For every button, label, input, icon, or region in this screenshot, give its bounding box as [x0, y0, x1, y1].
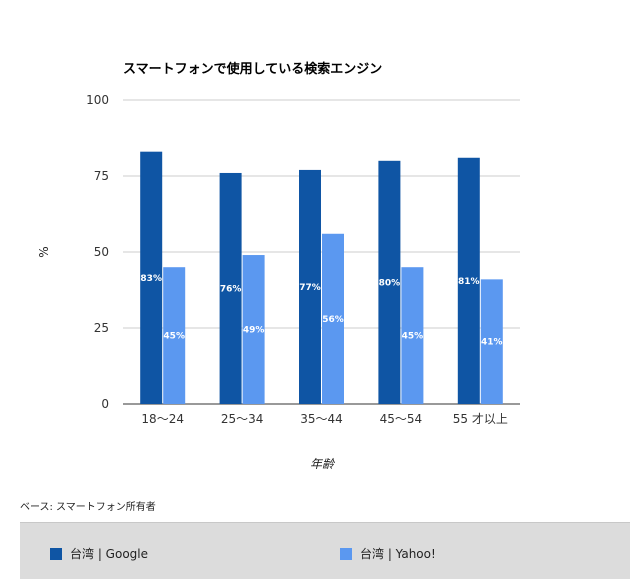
base-note: ベース: スマートフォン所有者	[20, 502, 156, 513]
bar	[378, 160, 401, 404]
bar	[163, 267, 186, 404]
bar-data-label: 81%	[458, 277, 480, 287]
bar	[219, 172, 242, 404]
x-tick-label: 35〜44	[300, 412, 343, 426]
bar	[242, 255, 265, 404]
y-tick-label: 75	[94, 169, 109, 183]
y-tick-label: 100	[86, 93, 109, 107]
x-axis-label: 年齢	[310, 457, 336, 471]
bars: 83% 45% 76% 49% 77% 56% 80% 45% 81% 41%	[140, 151, 503, 404]
bar-data-label: 41%	[481, 338, 503, 348]
x-tick-label: 25〜34	[221, 412, 264, 426]
legend-swatch-yahoo	[340, 547, 352, 560]
legend-label-yahoo: 台湾 | Yahoo!	[360, 547, 436, 561]
y-tick-label: 25	[94, 321, 109, 335]
legend: 台湾 | Google 台湾 | Yahoo!	[20, 522, 630, 579]
bar	[322, 233, 344, 404]
legend-label-google: 台湾 | Google	[70, 547, 148, 561]
bar-data-label: 45%	[402, 332, 424, 342]
bar-data-label: 83%	[140, 274, 162, 284]
bar-data-label: 45%	[163, 332, 185, 342]
chart-title: スマートフォンで使用している検索エンジン	[123, 61, 382, 77]
bar	[457, 157, 480, 404]
bar	[140, 151, 163, 404]
y-tick-label: 50	[94, 245, 109, 259]
bar-data-label: 76%	[220, 284, 242, 294]
bar	[299, 169, 321, 404]
chart: スマートフォンで使用している検索エンジン 0 25 50 75 100 83% 45% 76…	[37, 61, 520, 471]
legend-swatch-google	[50, 547, 62, 560]
legend-item-yahoo[interactable]: 台湾 | Yahoo!	[340, 545, 436, 562]
x-tick-label: 45〜54	[380, 412, 423, 426]
x-axis-ticks: 18〜24 25〜34 35〜44 45〜54 55 才以上	[141, 412, 507, 426]
y-axis-label: %	[37, 246, 51, 257]
gridlines	[123, 99, 520, 405]
bar	[480, 279, 503, 404]
bar	[401, 267, 424, 404]
x-tick-label: 55 才以上	[453, 412, 508, 426]
y-tick-label: 0	[101, 397, 109, 411]
y-axis-ticks: 0 25 50 75 100	[86, 93, 109, 411]
bar-data-label: 80%	[379, 278, 401, 288]
x-tick-label: 18〜24	[141, 412, 184, 426]
legend-item-google[interactable]: 台湾 | Google	[50, 545, 148, 562]
bar-data-label: 77%	[299, 283, 321, 293]
bar-data-label: 49%	[243, 326, 265, 336]
bar-data-label: 56%	[322, 315, 344, 325]
